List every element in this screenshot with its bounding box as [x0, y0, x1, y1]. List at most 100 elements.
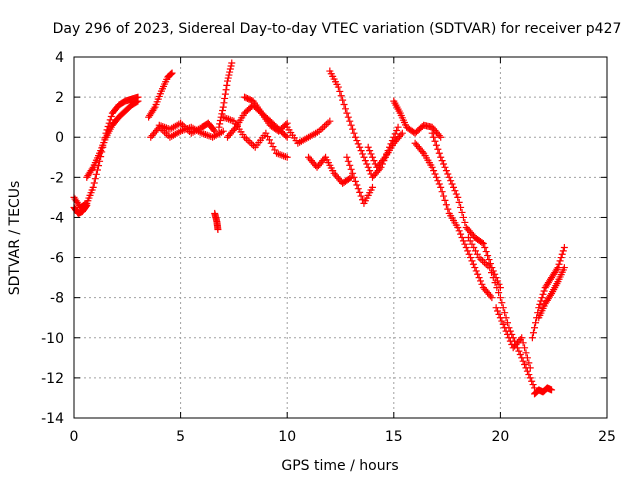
x-tick-label: 15 — [385, 429, 403, 445]
data-point — [435, 132, 443, 140]
data-point — [353, 137, 361, 145]
data-point — [481, 244, 489, 252]
data-point — [351, 133, 359, 141]
data-point — [368, 183, 376, 191]
data-point — [489, 267, 497, 275]
data-point — [336, 87, 344, 95]
data-point — [560, 244, 568, 252]
data-point — [496, 294, 504, 302]
data-point — [526, 364, 534, 372]
data-point — [557, 254, 565, 262]
data-point — [492, 304, 500, 312]
data-point — [504, 330, 512, 338]
data-point — [506, 337, 514, 345]
data-point — [357, 147, 365, 155]
data-point — [478, 280, 486, 288]
data-point — [360, 153, 368, 161]
data-point — [248, 140, 256, 148]
data-point — [343, 153, 351, 161]
data-point — [92, 170, 100, 178]
data-point — [525, 371, 533, 379]
data-point — [366, 167, 374, 175]
data-point — [531, 324, 539, 332]
data-point — [431, 137, 439, 145]
data-point — [444, 170, 452, 178]
x-tick-label: 20 — [491, 429, 509, 445]
data-point — [441, 196, 449, 204]
data-point — [397, 131, 405, 139]
data-point — [540, 287, 548, 295]
data-point — [394, 123, 402, 131]
data-point — [354, 185, 362, 193]
chart-title: Day 296 of 2023, Sidereal Day-to-day VTE… — [53, 21, 622, 37]
data-point — [458, 208, 466, 216]
data-point — [341, 105, 349, 113]
data-point — [430, 167, 438, 175]
data-point — [479, 257, 487, 265]
grid-layer — [74, 57, 607, 418]
data-point — [560, 264, 568, 272]
data-point — [465, 250, 473, 258]
data-point — [354, 140, 362, 148]
data-point — [472, 247, 480, 255]
data-point — [477, 255, 485, 263]
data-point — [444, 205, 452, 213]
data-point — [95, 162, 103, 170]
data-point — [106, 116, 114, 124]
data-point — [525, 359, 533, 367]
data-point — [519, 357, 527, 365]
data-point — [344, 157, 352, 165]
data-point — [167, 70, 175, 78]
y-tick-label: -8 — [50, 291, 64, 307]
data-point — [501, 324, 509, 332]
data-point — [364, 143, 372, 151]
data-point — [538, 294, 546, 302]
data-point — [210, 126, 218, 134]
data-point — [438, 157, 446, 165]
data-point — [347, 165, 355, 173]
data-point — [461, 218, 469, 226]
data-point — [267, 139, 275, 147]
data-point — [90, 179, 98, 187]
data-point — [432, 173, 440, 181]
data-point — [518, 334, 526, 342]
data-point — [432, 141, 440, 149]
data-point — [491, 279, 499, 287]
data-point — [539, 290, 547, 298]
data-point — [418, 148, 426, 156]
data-point — [353, 181, 361, 189]
data-point — [491, 270, 499, 278]
data-point — [455, 227, 463, 235]
data-point — [457, 203, 465, 211]
data-point — [428, 163, 436, 171]
data-point — [368, 153, 376, 161]
data-point — [216, 120, 224, 128]
data-point — [559, 247, 567, 255]
data-point — [361, 157, 369, 165]
data-point — [364, 163, 372, 171]
data-point — [349, 169, 357, 177]
data-point — [493, 284, 501, 292]
data-point — [93, 166, 101, 174]
data-point — [454, 223, 462, 231]
data-point — [167, 70, 175, 78]
data-point — [535, 304, 543, 312]
data-point — [554, 264, 562, 272]
data-point — [283, 153, 291, 161]
data-point — [548, 386, 556, 394]
data-point — [88, 165, 96, 173]
data-point — [455, 198, 463, 206]
data-point — [482, 248, 490, 256]
data-point — [489, 274, 497, 282]
data-point — [178, 121, 186, 129]
data-point — [246, 138, 254, 146]
data-point — [459, 213, 467, 221]
x-tick-label: 0 — [70, 429, 79, 445]
data-point — [244, 137, 252, 145]
x-tick-label: 25 — [598, 429, 616, 445]
plot-frame — [73, 56, 608, 419]
data-point — [528, 334, 536, 342]
data-point — [499, 320, 507, 328]
data-point — [393, 127, 401, 135]
data-point — [547, 291, 555, 299]
